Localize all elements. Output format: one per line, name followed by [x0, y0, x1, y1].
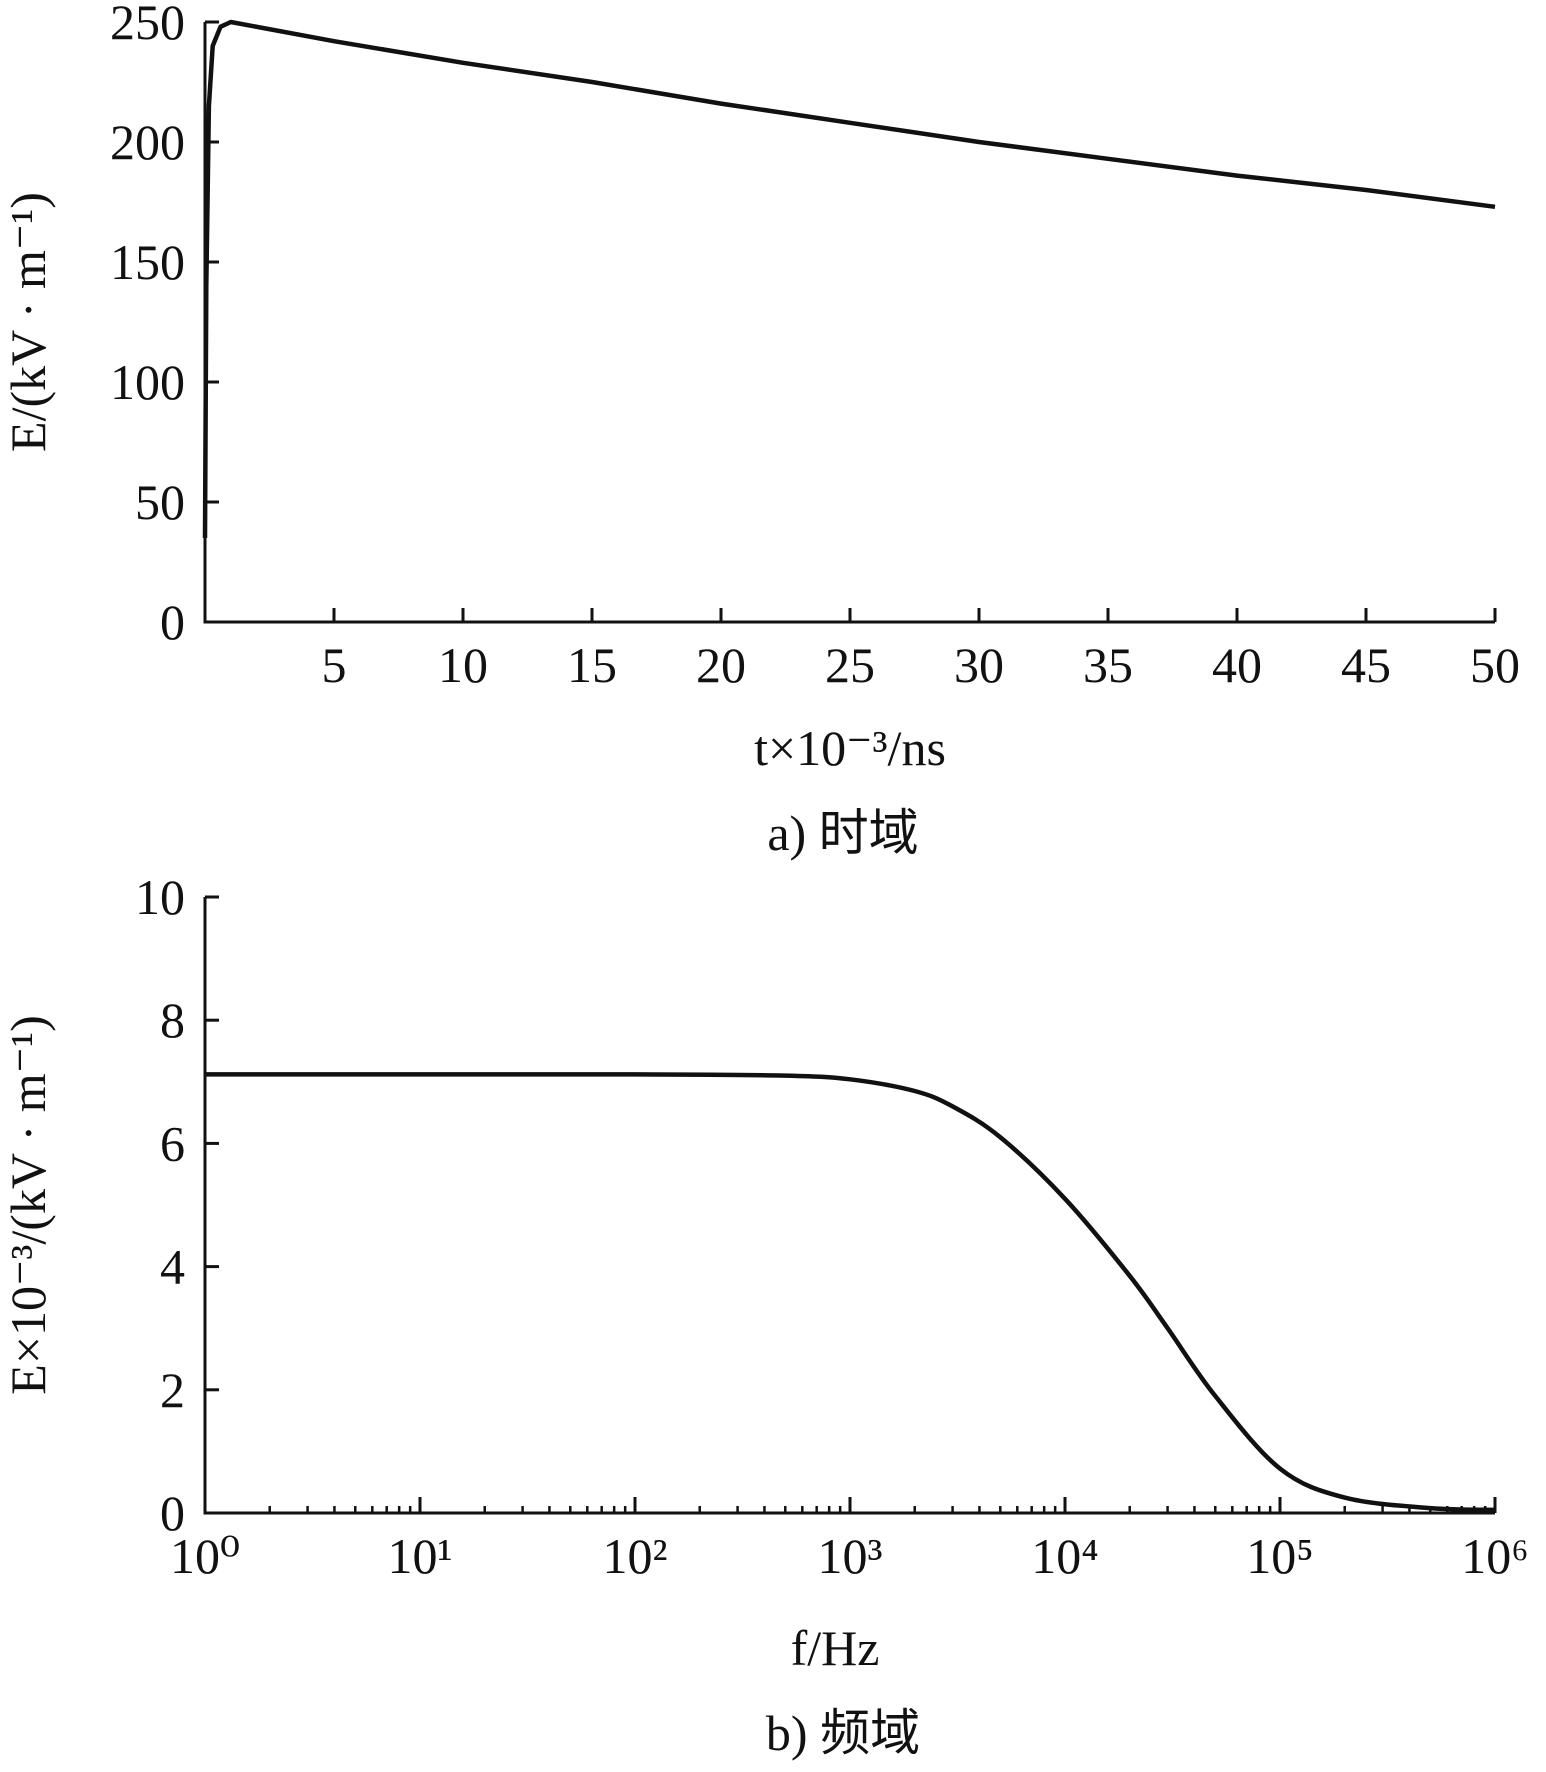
x-tick-label: 10² [603, 1528, 668, 1584]
x-tick-label: 50 [1470, 637, 1520, 693]
x-tick-label: 10¹ [388, 1528, 453, 1584]
y-tick-label: 50 [135, 474, 185, 530]
time-domain-ticks [205, 20, 1497, 624]
time-domain-caption: a) 时域 [767, 805, 918, 861]
x-tick-label: 20 [696, 637, 746, 693]
x-tick-label: 10⁴ [1031, 1528, 1098, 1584]
y-tick-label: 4 [160, 1239, 185, 1295]
x-tick-label: 10⁵ [1246, 1528, 1313, 1584]
x-tick-label: 30 [954, 637, 1004, 693]
time-domain-tick-labels: 5 10 15 20 25 30 35 40 45 50 0 50 100 150 200 250 [110, 0, 1520, 693]
x-tick-label: 25 [825, 637, 875, 693]
time-domain-axes [203, 22, 1495, 624]
frequency-domain-caption: b) 频域 [766, 1705, 920, 1761]
frequency-domain-axis-lines [203, 897, 1495, 1515]
frequency-domain-series-line [205, 1072, 1496, 1513]
x-tick-label: 15 [567, 637, 617, 693]
x-tick-label: 10 [438, 637, 488, 693]
frequency-domain-panel: 10⁰ 10¹ 10² 10³ 10⁴ 10⁵ 10⁶ 0 2 4 6 8 10 f/Hz E×10⁻³… [0, 869, 1529, 1761]
x-tick-label: 40 [1212, 637, 1262, 693]
y-tick-label: 200 [110, 114, 185, 170]
y-tick-label: 8 [160, 992, 185, 1048]
time-domain-panel: 5 10 15 20 25 30 35 40 45 50 0 50 100 150 200 250 t×10⁻… [0, 0, 1520, 861]
time-domain-y-axis-title: E/(kV · m⁻¹) [0, 192, 56, 452]
x-tick-label: 10³ [818, 1528, 883, 1584]
x-tick-label: 10⁰ [170, 1528, 240, 1584]
frequency-domain-tick-labels: 10⁰ 10¹ 10² 10³ 10⁴ 10⁵ 10⁶ 0 2 4 6 8 10 [135, 869, 1529, 1584]
time-domain-axis-lines [203, 22, 1495, 624]
x-tick-label: 10⁶ [1461, 1528, 1528, 1584]
frequency-domain-ticks [203, 895, 1497, 1515]
y-tick-label: 2 [160, 1362, 185, 1418]
x-tick-label: 45 [1341, 637, 1391, 693]
time-domain-series-line [202, 19, 1496, 539]
time-domain-x-axis-title: t×10⁻³/ns [754, 720, 946, 776]
y-tick-label: 10 [135, 869, 185, 925]
y-tick-label: 6 [160, 1115, 185, 1171]
y-tick-label: 0 [160, 1485, 185, 1541]
y-tick-label: 150 [110, 234, 185, 290]
y-tick-label: 0 [160, 594, 185, 650]
x-tick-label: 35 [1083, 637, 1133, 693]
frequency-domain-x-axis-title: f/Hz [791, 1620, 880, 1676]
frequency-domain-axes [203, 897, 1495, 1515]
x-tick-label: 5 [322, 637, 347, 693]
y-tick-label: 250 [110, 0, 185, 50]
y-tick-label: 100 [110, 354, 185, 410]
frequency-domain-y-axis-title: E×10⁻³/(kV · m⁻¹) [0, 1015, 56, 1394]
